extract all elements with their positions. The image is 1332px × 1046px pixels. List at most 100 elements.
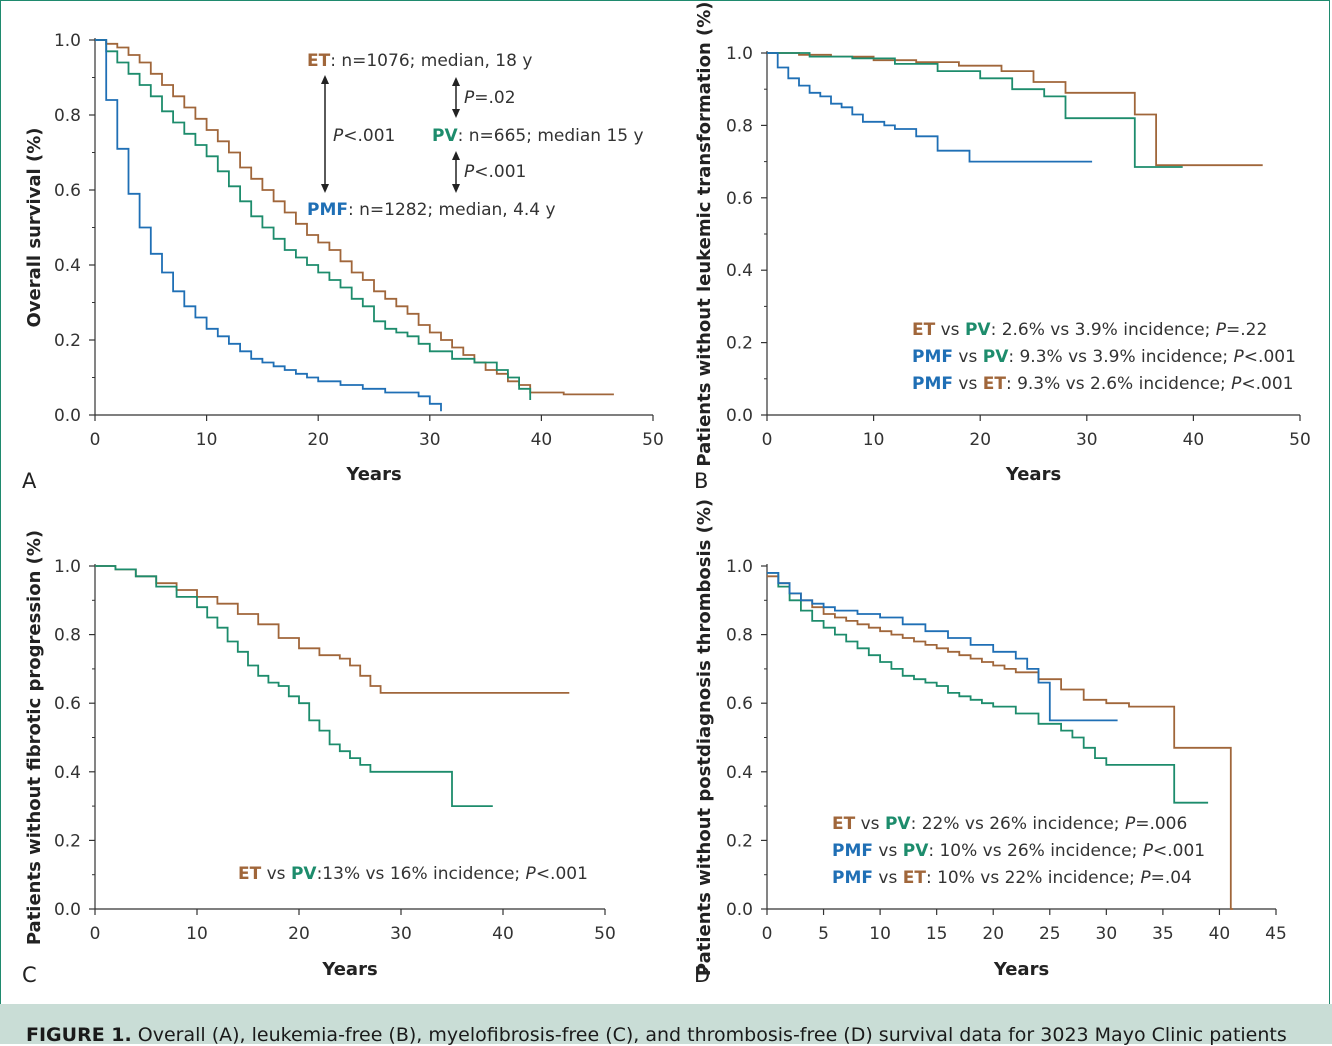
panel-letter: D	[694, 963, 710, 987]
legend-text: : 22% vs 26% incidence;	[911, 814, 1125, 834]
y-tick-label: 0.8	[54, 626, 81, 646]
x-tick-label: 50	[642, 430, 664, 450]
figure-caption: FIGURE 1. Overall (A), leukemia-free (B)…	[26, 1024, 1287, 1046]
x-tick-label: 20	[982, 924, 1004, 944]
legend-group-a: PMF	[832, 868, 873, 888]
legend-p-value: <.001	[536, 864, 588, 884]
x-tick-label: 20	[307, 430, 329, 450]
y-tick-label: 0.6	[726, 694, 753, 714]
y-tick-label: 0.0	[54, 900, 81, 920]
y-tick-label: 0.0	[726, 900, 753, 920]
x-tick-label: 35	[1152, 924, 1174, 944]
legend-p-value: <.001	[1153, 841, 1205, 861]
x-tick-label: 0	[762, 924, 773, 944]
series-pv-curve	[767, 572, 1209, 804]
annot-p2-value: =.02	[474, 88, 515, 108]
y-tick-label: 1.0	[54, 31, 81, 51]
y-tick-label: 1.0	[726, 44, 753, 64]
y-tick-label: 1.0	[726, 557, 753, 577]
panel-d-thrombosis-free: 0 5 10 15 20 25 30 35 40 45 0.0 0.2 0.4 0.6 0.8 1.0 Year…	[694, 499, 1287, 987]
legend-group-a: ET	[912, 320, 936, 340]
annotation-et: ET: n=1076; median, 18 y	[307, 51, 532, 71]
legend-p: P	[1140, 868, 1151, 888]
y-tick-label: 0.2	[54, 331, 81, 351]
legend-vs: vs	[935, 320, 965, 340]
annot-pmf-text: : n=1282; median, 4.4 y	[348, 200, 556, 220]
legend-row: PMF vs PV: 9.3% vs 3.9% incidence; P<.00…	[912, 347, 1296, 367]
series-et-curve	[767, 52, 1263, 167]
panel-letter: B	[694, 469, 708, 493]
x-tick-label: 30	[419, 430, 441, 450]
arrow-et-pv-head-up	[452, 77, 460, 86]
annotation-pmf: PMF: n=1282; median, 4.4 y	[307, 200, 556, 220]
y-tick-label: 0.4	[726, 261, 753, 281]
y-tick-label: 0.4	[54, 256, 81, 276]
legend-p-value: =.006	[1135, 814, 1187, 834]
legend-p-value: =.04	[1151, 868, 1192, 888]
annot-p1-p: P	[333, 126, 344, 146]
x-tick-label: 0	[90, 924, 101, 944]
annot-p3-p: P	[464, 162, 475, 182]
legend-row: ET vs PV: 22% vs 26% incidence; P=.006	[832, 814, 1187, 834]
y-tick-label: 0.6	[54, 694, 81, 714]
legend-p: P	[1125, 814, 1136, 834]
legend-row: PMF vs ET: 10% vs 22% incidence; P=.04	[832, 868, 1192, 888]
arrow-et-pmf-head-up	[321, 75, 329, 84]
caption-label: FIGURE 1.	[26, 1024, 132, 1046]
legend-vs: vs	[261, 864, 291, 884]
arrow-pv-pmf-head-down	[452, 184, 460, 193]
panel-letter: A	[22, 469, 37, 493]
y-tick-label: 0.2	[54, 831, 81, 851]
legend-p-value: <.001	[1241, 374, 1293, 394]
arrow-et-pmf-head-down	[321, 184, 329, 193]
x-axis-label: Years	[321, 959, 377, 980]
series-pmf-curve	[767, 572, 1118, 722]
x-tick-label: 40	[1183, 430, 1205, 450]
y-tick-label: 0.6	[726, 189, 753, 209]
legend-vs: vs	[873, 868, 903, 888]
y-tick-label: 0.2	[726, 334, 753, 354]
series-pv-curve	[95, 39, 532, 400]
panel-c-fibrosis-free: 0 10 20 30 40 50 0.0 0.2 0.4 0.6 0.8 1.0 Years Patien…	[22, 530, 616, 987]
y-axis-label: Patients without leukemic transformation…	[694, 1, 715, 466]
x-tick-label: 10	[196, 430, 218, 450]
legend-p-value: =.22	[1226, 320, 1267, 340]
annot-p1-value: <.001	[343, 126, 395, 146]
x-tick-label: 10	[186, 924, 208, 944]
panel-letter: C	[22, 963, 37, 987]
legend-group-b: PV	[965, 320, 991, 340]
legend-group-a: PMF	[912, 374, 953, 394]
x-tick-label: 5	[818, 924, 829, 944]
legend-group-a: ET	[832, 814, 856, 834]
x-tick-label: 30	[1096, 924, 1118, 944]
annotation-p-pv-pmf: P<.001	[464, 162, 526, 182]
x-tick-label: 0	[90, 430, 101, 450]
legend-row: PMF vs ET: 9.3% vs 2.6% incidence; P<.00…	[912, 374, 1294, 394]
y-tick-label: 1.0	[54, 557, 81, 577]
x-tick-label: 40	[531, 430, 553, 450]
y-tick-label: 0.6	[54, 181, 81, 201]
series-pv-curve	[95, 565, 493, 807]
x-axis-label: Years	[1005, 464, 1061, 485]
x-axis-label: Years	[345, 464, 401, 485]
y-axis-label: Patients without postdiagnosis thrombosi…	[694, 499, 715, 976]
panel-a-overall-survival: 0 10 20 30 40 50 0.0 0.2 0.4 0.6 0.8 1.0 Years Overal…	[22, 31, 664, 493]
series-pv-curve	[767, 52, 1183, 168]
legend-vs: vs	[855, 814, 885, 834]
x-tick-label: 40	[492, 924, 514, 944]
series-pmf-curve	[767, 52, 1093, 163]
x-tick-label: 50	[594, 924, 616, 944]
legend-text: : 9.3% vs 3.9% incidence;	[1008, 347, 1233, 367]
x-tick-label: 40	[1209, 924, 1231, 944]
y-tick-label: 0.4	[54, 763, 81, 783]
series-pmf-curve	[95, 39, 442, 412]
annotation-pv: PV: n=665; median 15 y	[432, 126, 644, 146]
legend-text: :13% vs 16% incidence;	[317, 864, 526, 884]
legend-group-b: PV	[885, 814, 911, 834]
legend-group-a: PMF	[832, 841, 873, 861]
y-tick-label: 0.8	[726, 116, 753, 136]
legend-group-b: PV	[983, 347, 1009, 367]
x-axis-label: Years	[993, 959, 1049, 980]
legend-p: P	[1216, 320, 1227, 340]
x-tick-label: 0	[762, 430, 773, 450]
